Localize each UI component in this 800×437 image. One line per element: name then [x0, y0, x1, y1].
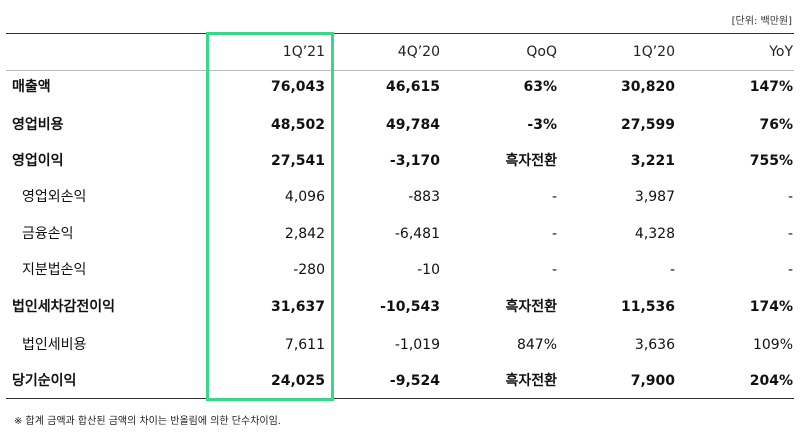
table-cell: 3,636 [634, 337, 675, 353]
unit-label: [단위: 백만원] [731, 16, 792, 27]
table-cell: - [551, 189, 557, 205]
table-cell: 755% [749, 153, 793, 169]
column-header: 1Q’20 [632, 44, 675, 60]
row-label: 지분법손익 [22, 262, 87, 278]
table-cell: 4,096 [284, 189, 325, 205]
table-cell: -883 [408, 189, 440, 205]
table-cell: 7,900 [630, 373, 675, 389]
table-cell: 24,025 [270, 373, 325, 389]
table-cell: 109% [752, 337, 793, 353]
table-cell: 30,820 [620, 79, 675, 95]
column-header: YoY [769, 44, 793, 60]
table-cell: 174% [749, 299, 793, 315]
table-cell: -10 [417, 262, 440, 278]
column-header: 4Q’20 [397, 44, 440, 60]
table-cell: 27,541 [270, 153, 325, 169]
table-cell: 흑자전환 [505, 373, 557, 389]
table-cell: 7,611 [284, 337, 325, 353]
table-cell: 2,842 [284, 226, 325, 242]
row-label: 당기순이익 [12, 373, 77, 389]
table-cell: 76% [759, 117, 793, 133]
table-cell: 204% [749, 373, 793, 389]
table-cell: 흑자전환 [505, 153, 557, 169]
table-cell: 흑자전환 [505, 299, 557, 315]
table-cell: -9,524 [389, 373, 440, 389]
table-cell: - [551, 262, 557, 278]
column-highlight [206, 32, 334, 401]
column-header: 1Q’21 [282, 44, 325, 60]
table-cell: -280 [293, 262, 325, 278]
table-cell: 63% [523, 79, 557, 95]
footnote: ※ 합계 금액과 합산된 금액의 차이는 반올림에 의한 단수차이임. [14, 416, 281, 427]
row-label: 매출액 [12, 79, 51, 95]
table-cell: 4,328 [634, 226, 675, 242]
table-cell: -1,019 [394, 337, 440, 353]
table-cell: -3% [527, 117, 557, 133]
table-cell: -6,481 [394, 226, 440, 242]
table-cell: -10,543 [380, 299, 440, 315]
table-cell: - [787, 262, 793, 278]
table-cell: 76,043 [270, 79, 325, 95]
table-top-rule [6, 33, 794, 34]
row-label: 영업외손익 [22, 189, 87, 205]
row-label: 영업비용 [12, 117, 64, 133]
table-cell: 48,502 [270, 117, 325, 133]
table-cell: 31,637 [270, 299, 325, 315]
row-label: 법인세차감전이익 [12, 299, 116, 315]
table-cell: 847% [516, 337, 557, 353]
table-cell: 27,599 [620, 117, 675, 133]
table-cell: -3,170 [389, 153, 440, 169]
table-cell: 11,536 [620, 299, 675, 315]
table-cell: 49,784 [385, 117, 440, 133]
table-cell: - [787, 226, 793, 242]
table-cell: 46,615 [385, 79, 440, 95]
table-cell: 3,221 [630, 153, 675, 169]
table-cell: 3,987 [634, 189, 675, 205]
table-cell: 147% [749, 79, 793, 95]
column-header: QoQ [526, 44, 557, 60]
row-label: 법인세비용 [22, 337, 87, 353]
table-bottom-rule [6, 398, 794, 399]
table-cell: - [551, 226, 557, 242]
table-cell: - [669, 262, 675, 278]
row-label: 영업이익 [12, 153, 64, 169]
row-label: 금융손익 [22, 226, 74, 242]
header-rule [6, 70, 794, 71]
table-cell: - [787, 189, 793, 205]
